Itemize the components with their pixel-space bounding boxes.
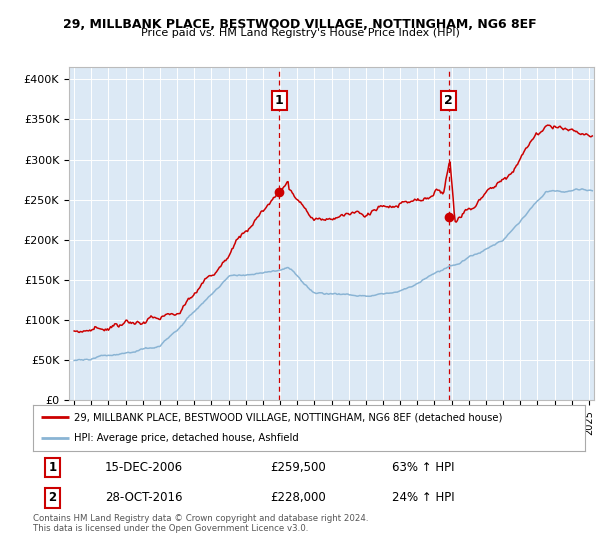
Text: 1: 1 [275, 94, 284, 107]
Text: 2: 2 [48, 491, 56, 505]
Text: 1: 1 [48, 461, 56, 474]
Text: £228,000: £228,000 [271, 491, 326, 505]
Text: 15-DEC-2006: 15-DEC-2006 [105, 461, 183, 474]
Text: £259,500: £259,500 [271, 461, 326, 474]
Text: Price paid vs. HM Land Registry's House Price Index (HPI): Price paid vs. HM Land Registry's House … [140, 28, 460, 38]
Text: 63% ↑ HPI: 63% ↑ HPI [392, 461, 454, 474]
Text: Contains HM Land Registry data © Crown copyright and database right 2024.
This d: Contains HM Land Registry data © Crown c… [33, 514, 368, 534]
Text: 28-OCT-2016: 28-OCT-2016 [105, 491, 182, 505]
Text: 29, MILLBANK PLACE, BESTWOOD VILLAGE, NOTTINGHAM, NG6 8EF: 29, MILLBANK PLACE, BESTWOOD VILLAGE, NO… [63, 18, 537, 31]
Text: HPI: Average price, detached house, Ashfield: HPI: Average price, detached house, Ashf… [74, 433, 299, 444]
Text: 29, MILLBANK PLACE, BESTWOOD VILLAGE, NOTTINGHAM, NG6 8EF (detached house): 29, MILLBANK PLACE, BESTWOOD VILLAGE, NO… [74, 412, 503, 422]
Text: 24% ↑ HPI: 24% ↑ HPI [392, 491, 454, 505]
Text: 2: 2 [445, 94, 453, 107]
